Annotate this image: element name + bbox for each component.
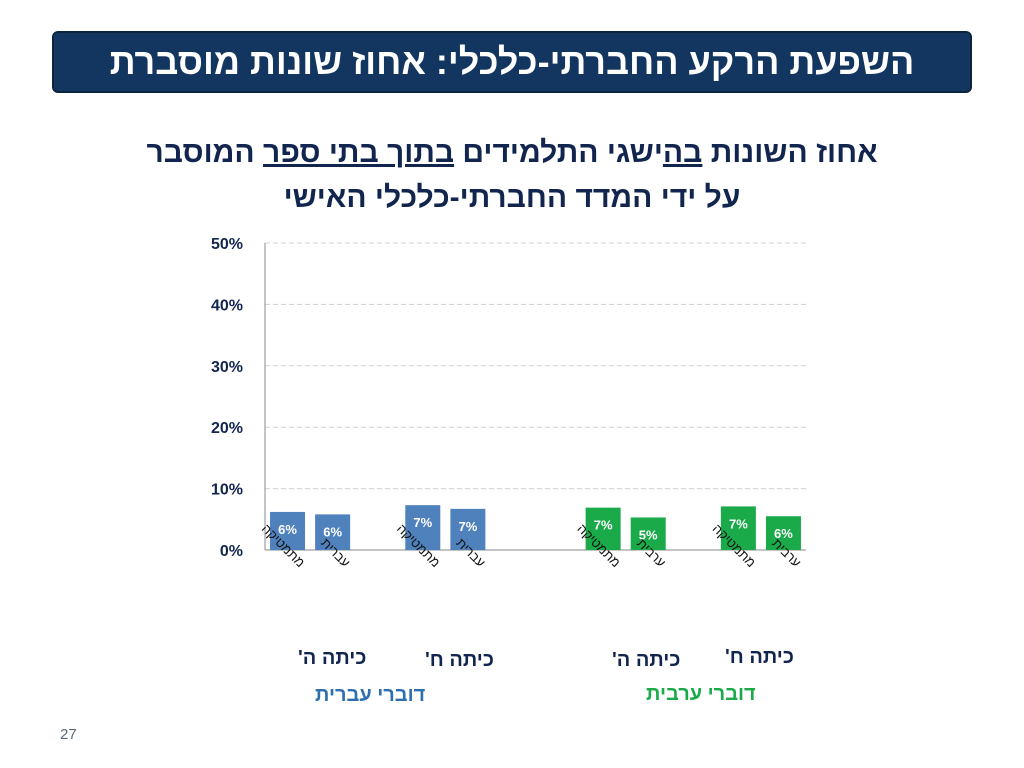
subtitle-part: ישגי התלמידים [454,136,663,169]
grade-label: כיתה ה' [298,647,367,669]
bar-data-label: 7% [594,518,613,533]
subtitle-underlined-part: בתוך בתי ספר [263,136,455,169]
subtitle-part: המוסבר [146,136,264,169]
subtitle-part: אחוז השונות [702,136,878,169]
y-tick-label: 0% [220,543,243,560]
bar [585,507,621,550]
y-tick-label: 10% [211,482,243,499]
bar-data-label: 6% [278,522,297,537]
chart-subtitle: אחוז השונות בהישגי התלמידים בתוך בתי ספר… [40,130,984,220]
bar [630,517,666,550]
grade-label: כיתה ח' [425,649,494,671]
page-title: השפעת הרקע החברתי-כלכלי: אחוז שונות מוסב… [109,41,915,82]
bar [315,514,351,550]
page-title-banner: השפעת הרקע החברתי-כלכלי: אחוז שונות מוסב… [52,31,972,93]
bar [405,505,441,550]
language-group-label: דוברי ערבית [646,683,756,705]
bar-data-label: 7% [729,516,748,531]
subtitle-line-2: על ידי המדד החברתי-כלכלי האישי [283,181,741,214]
page-number: 27 [60,726,77,743]
grade-label: כיתה ה' [612,649,681,671]
y-tick-label: 50% [211,236,243,253]
language-group-label: דוברי עברית [315,684,426,706]
bar [270,511,306,550]
bar-data-label: 7% [458,519,477,534]
bar-data-label: 6% [774,526,793,541]
y-tick-label: 40% [211,297,243,314]
subtitle-underlined-part: בה [662,136,703,169]
bar [450,508,486,550]
bar-data-label: 5% [639,527,658,542]
subtitle-line-1: אחוז השונות בהישגי התלמידים בתוך בתי ספר… [40,130,984,175]
bar-data-label: 6% [323,524,342,539]
bar [765,516,801,550]
y-tick-label: 30% [211,359,243,376]
bar [720,506,756,550]
y-tick-label: 20% [211,420,243,437]
bar-data-label: 7% [413,515,432,530]
grade-label: כיתה ח' [725,646,794,668]
